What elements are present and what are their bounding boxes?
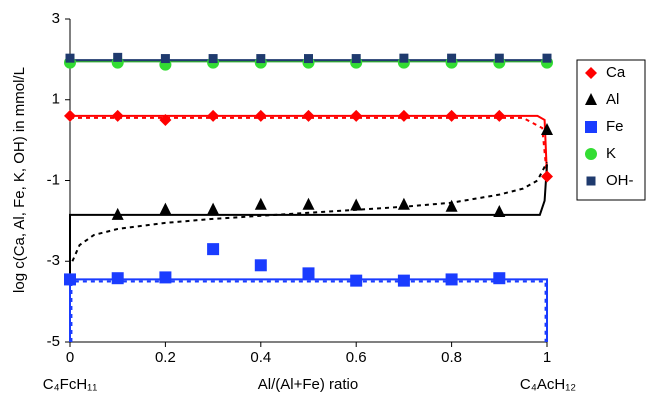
y-tick-label: 3 [52,10,60,27]
legend-label: Ca [606,64,626,81]
legend-marker [585,67,597,79]
point [399,53,409,63]
point [208,54,218,64]
legend-marker [585,148,597,160]
point [542,53,552,63]
point [445,109,458,122]
x-tick-label: 0.8 [441,349,462,366]
point [447,53,457,63]
point [302,109,315,122]
y-tick-label: -5 [47,333,60,350]
x-tick-label: 1 [543,349,551,366]
point [111,272,124,285]
point [254,197,267,210]
point [160,54,170,64]
model-line [71,161,548,262]
point [350,274,363,287]
x-tick-label: 0.6 [346,349,367,366]
point [397,109,410,122]
x-tick-label: 0.2 [155,349,176,366]
y-axis-label: log c(Ca, Al, Fe, K, OH) in mmol/L [11,67,28,293]
point [493,109,506,122]
model-line [70,114,548,177]
point [254,259,267,272]
point [254,109,267,122]
right-label: C₄AcH₁₂ [520,376,576,393]
point [111,207,124,220]
y-tick-label: 1 [52,91,60,108]
legend-label: K [606,145,616,162]
point [302,267,315,280]
point [350,109,363,122]
point [159,113,172,126]
point [64,273,76,286]
y-tick-label: -3 [47,252,60,269]
model-line [70,280,547,342]
point [350,198,363,211]
point [159,271,172,284]
point [207,109,220,122]
point [397,274,410,287]
legend-marker [585,121,597,133]
point [302,197,315,210]
left-label: C₄FcH₁₁ [43,376,98,393]
point [65,53,75,63]
point [445,199,458,212]
model-line [70,116,548,177]
legend-marker [586,176,596,186]
point [207,243,220,256]
point [397,197,410,210]
point [494,53,504,63]
model-line [69,164,548,274]
point [256,54,266,64]
point [207,202,220,215]
legend-label: OH- [606,172,634,189]
x-tick-label: 0 [66,349,74,366]
point [493,204,506,217]
legend-marker [585,93,597,105]
point [445,273,458,286]
x-axis-label: Al/(Al+Fe) ratio [258,376,358,393]
legend-label: Al [606,91,619,108]
point [111,109,124,122]
point [493,272,506,285]
model-line [69,278,548,342]
point [113,52,123,62]
y-tick-label: -1 [47,171,60,188]
point [351,54,361,64]
x-tick-label: 0.4 [250,349,271,366]
point [159,202,172,215]
legend-label: Fe [606,118,624,135]
point [304,54,313,64]
point [541,123,553,136]
point [541,170,553,183]
point [64,109,76,122]
